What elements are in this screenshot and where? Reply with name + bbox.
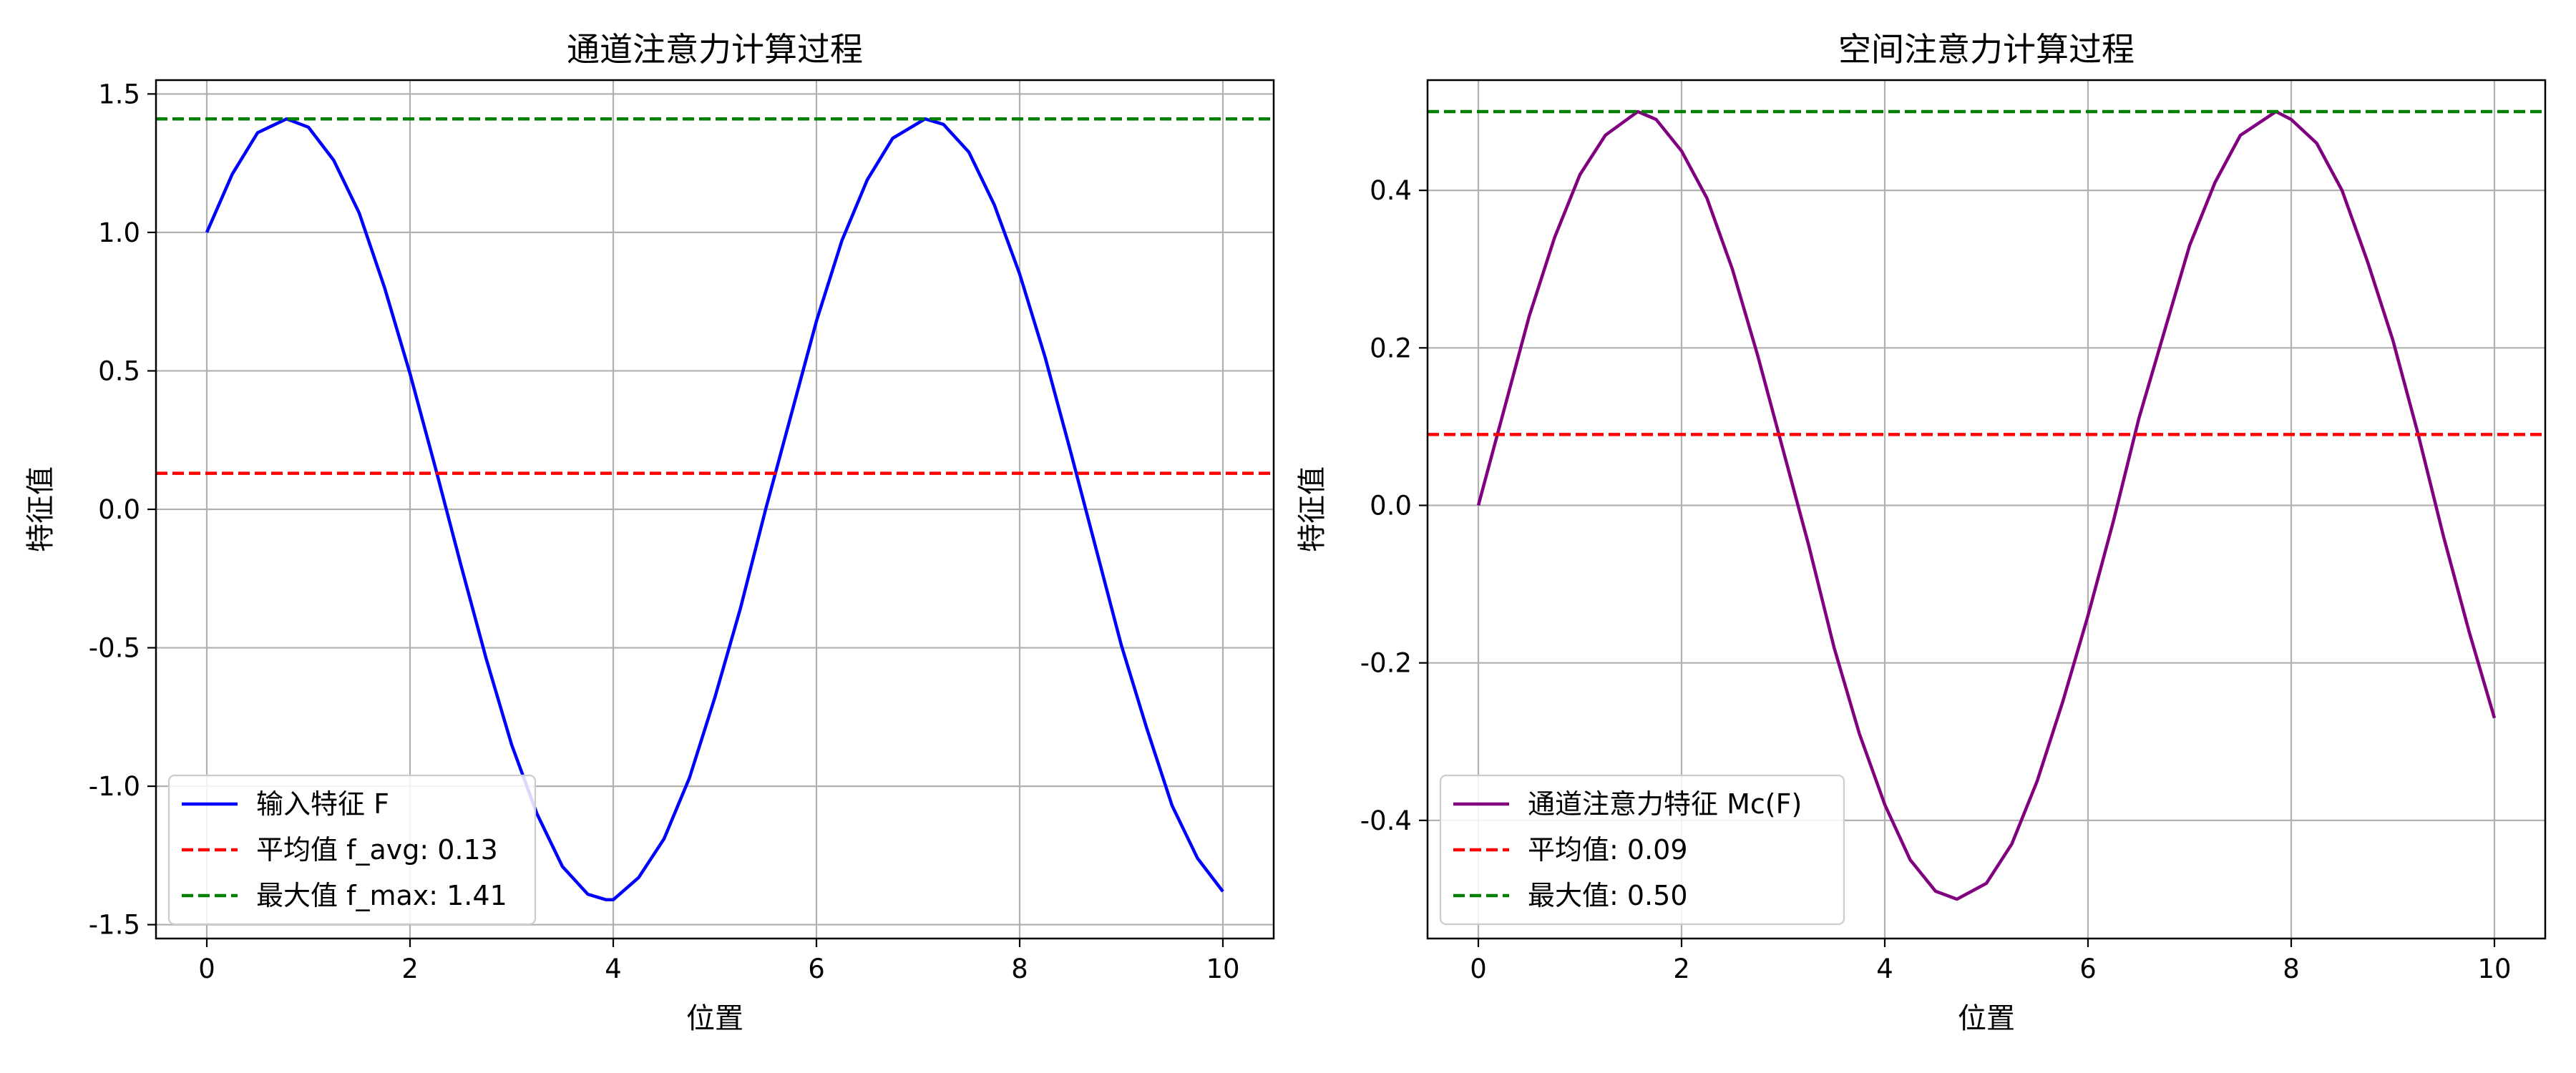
plot-frame [155,79,1275,940]
legend-label: 平均值 f_avg: 0.13 [256,834,498,866]
legend-label: 输入特征 F [256,788,389,820]
y-tick-label: -0.5 [89,633,140,664]
plot-frame [1426,79,2547,940]
y-tick-label: 0.4 [1370,175,1412,206]
legend-label: 最大值 f_max: 1.41 [256,880,507,911]
y-tick-label: -0.4 [1360,805,1412,836]
x-tick-label: 4 [605,954,622,984]
y-tick-label: 1.5 [98,79,140,109]
chart-title: 空间注意力计算过程 [1838,30,2135,69]
x-tick-label: 2 [1673,954,1690,984]
y-tick-label: -0.2 [1360,648,1412,679]
x-tick-label: 6 [808,954,825,984]
x-tick-label: 2 [401,954,419,984]
y-tick-label: 0.0 [1370,490,1412,521]
series-line-main [1476,109,2497,901]
x-tick-label: 4 [1876,954,1893,984]
x-tick-label: 10 [1206,954,1239,984]
legend-label: 最大值: 0.50 [1528,880,1688,911]
x-tick-label: 10 [2477,954,2511,984]
y-tick-label: 0.5 [98,356,140,386]
y-tick-label: -1.0 [89,771,140,802]
y-axis-label: 特征值 [1296,466,1329,552]
chart-title: 通道注意力计算过程 [567,30,863,69]
x-axis-label: 位置 [686,1002,743,1035]
legend-label: 通道注意力特征 Mc(F) [1528,788,1802,820]
chart-channel-attention: 0 2 4 6 8 10 -1.5 -1.0 -0.5 0.0 0.5 1.0 1.5 通道注意力计算过程… [24,30,1275,1035]
y-tick-label: 1.0 [98,217,140,248]
x-tick-label: 6 [2079,954,2097,984]
x-tick-label: 0 [198,954,215,984]
x-tick-label: 0 [1470,954,1487,984]
x-tick-label: 8 [1011,954,1028,984]
y-tick-label: 0.0 [98,494,140,525]
x-axis-label: 位置 [1958,1002,2015,1035]
legend: 输入特征 F 平均值 f_avg: 0.13 最大值 f_max: 1.41 [167,774,537,926]
legend-label: 平均值: 0.09 [1528,834,1688,866]
legend: 通道注意力特征 Mc(F) 平均值: 0.09 最大值: 0.50 [1439,774,1845,926]
y-tick-label: 0.2 [1370,333,1412,363]
x-tick-label: 8 [2283,954,2300,984]
legend-box [1439,774,1845,926]
y-axis-label: 特征值 [24,466,57,552]
y-tick-label: -1.5 [89,910,140,941]
legend-box [167,774,537,926]
series-line-main [205,117,1224,902]
